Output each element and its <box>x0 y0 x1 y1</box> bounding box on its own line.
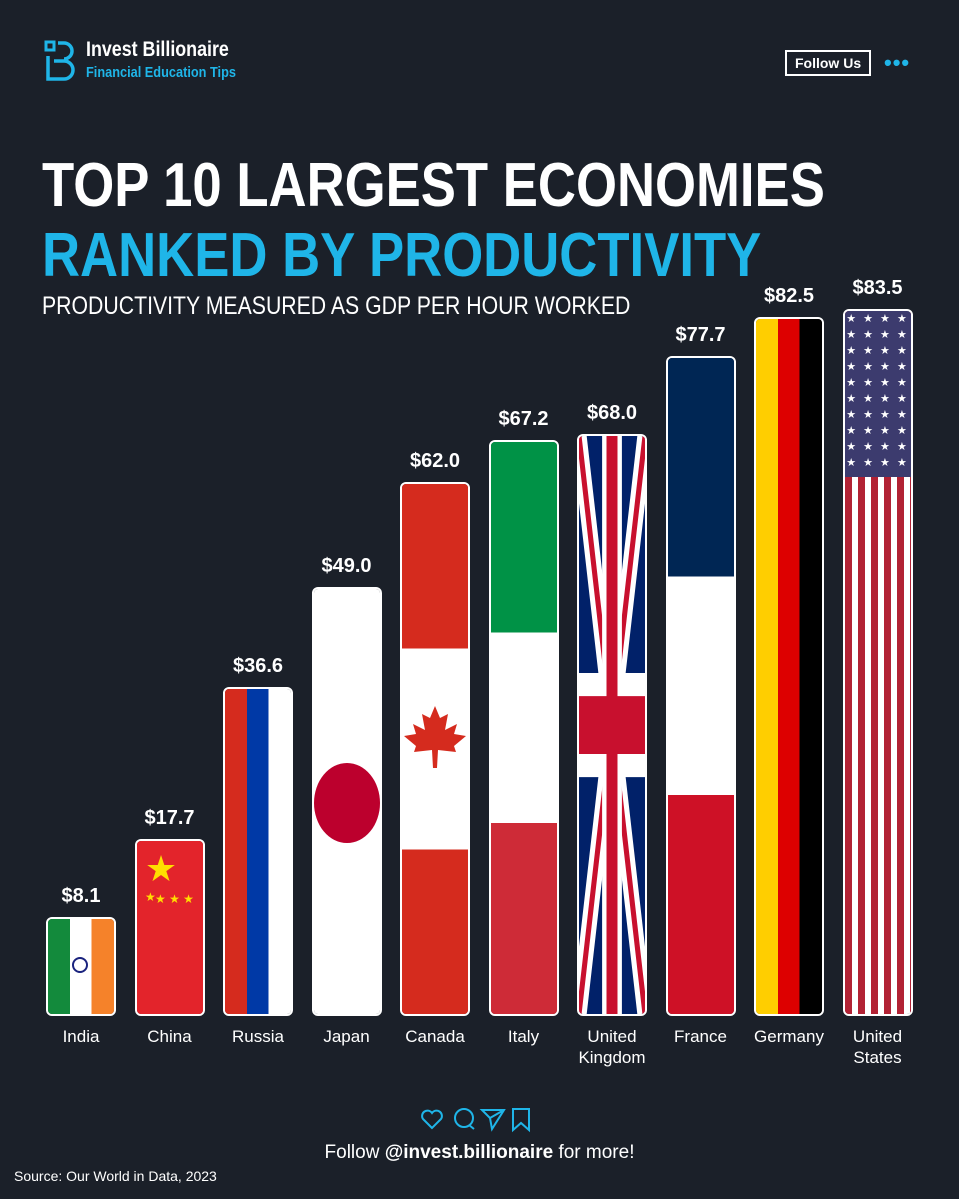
category-label: Italy <box>507 1027 540 1046</box>
handle-link[interactable]: @invest.billionaire <box>384 1142 554 1163</box>
category-label: United States <box>852 1027 903 1067</box>
bar-france <box>665 355 736 1016</box>
category-label: Germany <box>754 1027 824 1046</box>
follow-suffix: for more! <box>553 1142 635 1163</box>
brand-logo-icon <box>44 40 75 81</box>
bookmark-icon[interactable] <box>512 1108 530 1133</box>
bar-united-kingdom <box>577 433 647 1016</box>
ellipsis-icon[interactable]: ••• <box>884 50 911 75</box>
chart-subtitle: PRODUCTIVITY MEASURED AS GDP PER HOUR WO… <box>42 292 631 320</box>
value-label: $36.6 <box>232 655 284 677</box>
value-label: $77.7 <box>675 323 726 346</box>
value-label: $83.5 <box>852 276 903 299</box>
bar-russia <box>223 687 293 1016</box>
bar-united-states: ★ ★ ★ ★ ★ ★ ★ ★ ★ ★ ★ ★ ★ ★ ★ ★ ★ ★ ★ ★ ★ ★ ★… <box>842 308 913 1016</box>
heart-icon[interactable] <box>421 1109 443 1130</box>
value-label: $68.0 <box>586 401 638 424</box>
bar-china: ★ ★ ★ ★ ★ <box>134 839 205 1016</box>
category-label: Canada <box>405 1027 465 1046</box>
chart-title: TOP 10 LARGEST ECONOMIES <box>42 151 825 220</box>
brand-tagline: Financial Education Tips <box>86 64 236 81</box>
category-label: India <box>62 1027 100 1046</box>
svg-text:★: ★ <box>145 890 156 904</box>
value-label: $82.5 <box>763 285 815 308</box>
category-label: Japan <box>323 1027 370 1046</box>
category-label: United Kingdom <box>578 1027 646 1067</box>
social-icons <box>421 1108 530 1133</box>
follow-text: Follow @invest.billionaire for more! <box>0 1142 959 1164</box>
category-label: China <box>147 1027 192 1046</box>
bar-india <box>46 916 116 1016</box>
chart-title-highlight: RANKED BY PRODUCTIVITY <box>42 221 762 290</box>
bar-canada <box>400 482 470 1016</box>
bar-japan <box>311 587 382 1016</box>
follow-us-button[interactable]: Follow Us <box>785 50 872 76</box>
bar-germany <box>754 317 824 1016</box>
value-label: $67.2 <box>498 408 549 431</box>
value-label: $17.7 <box>144 807 195 830</box>
source-note: Source: Our World in Data, 2023 <box>14 1168 217 1184</box>
send-icon[interactable] <box>479 1109 506 1132</box>
comment-icon[interactable] <box>454 1108 475 1130</box>
bar-italy <box>488 440 559 1016</box>
category-label: Russia <box>232 1027 284 1046</box>
svg-text:★ ★ ★: ★ ★ ★ <box>155 892 194 906</box>
brand-name: Invest Billionaire <box>86 38 229 61</box>
follow-prefix: Follow <box>324 1142 385 1163</box>
value-label: $62.0 <box>409 450 461 473</box>
value-label: $49.0 <box>321 555 372 578</box>
svg-text:★: ★ <box>144 848 176 889</box>
value-label: $8.1 <box>61 884 101 907</box>
category-label: France <box>674 1027 727 1046</box>
